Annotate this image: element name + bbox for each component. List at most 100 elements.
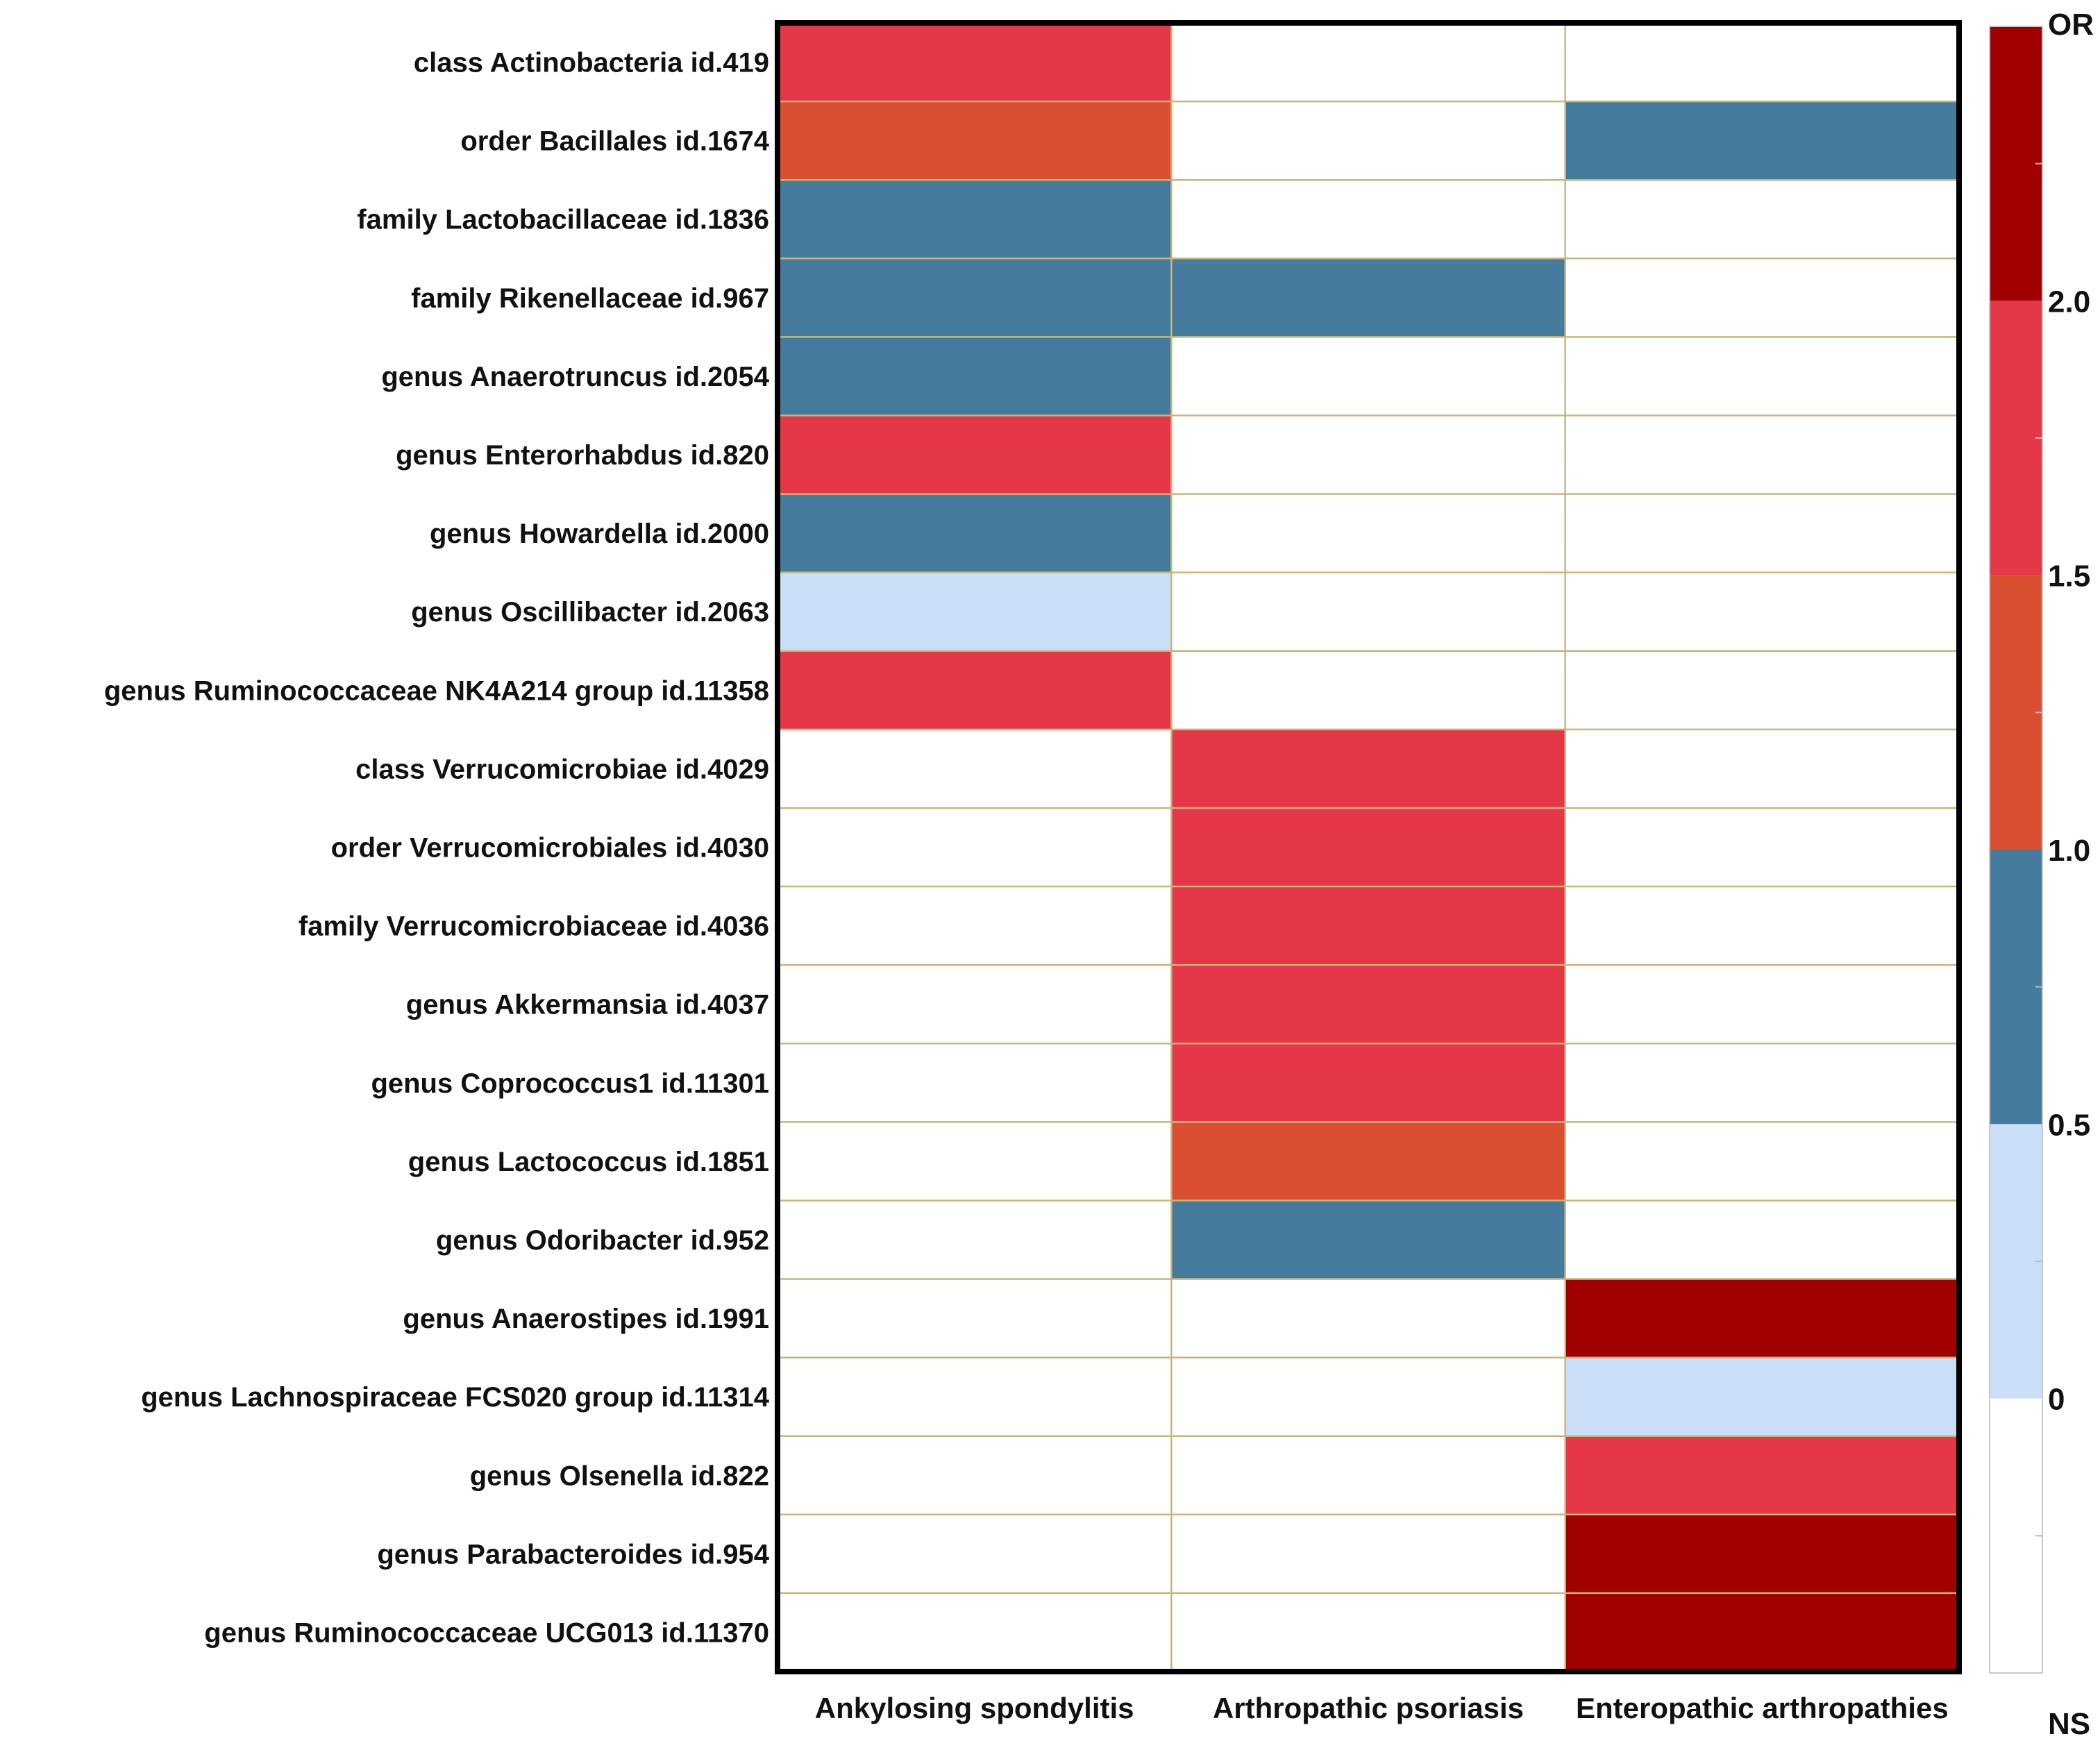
heatmap-cell [778, 886, 1172, 966]
row-label: genus Lactococcus id.1851 [408, 1147, 769, 1177]
heatmap-cell [1565, 572, 1959, 651]
row-label: order Bacillales id.1674 [460, 126, 769, 157]
heatmap-cell [1565, 494, 1959, 573]
row-label: genus Akkermansia id.4037 [406, 990, 769, 1020]
heatmap-cell [778, 180, 1172, 259]
heatmap-cell [1565, 650, 1959, 730]
heatmap-cell [1565, 180, 1959, 259]
heatmap-cell [1171, 650, 1565, 730]
row-label: genus Odoribacter id.952 [436, 1225, 769, 1256]
heatmap-frame [775, 20, 1962, 1674]
row-label: genus Olsenella id.822 [470, 1461, 769, 1491]
row-label: genus Parabacteroides id.954 [377, 1539, 769, 1570]
heatmap-cell [1565, 337, 1959, 416]
row-label: class Verrucomicrobiae id.4029 [355, 754, 769, 784]
legend-tick-label: 0.5 [2048, 1108, 2090, 1142]
row-label: genus Ruminococcaceae NK4A214 group id.1… [104, 675, 769, 706]
heatmap-grid [778, 23, 1959, 1672]
heatmap-cell [1171, 1514, 1565, 1593]
row-label: genus Enterorhabdus id.820 [396, 440, 769, 471]
heatmap-cell [1565, 1200, 1959, 1279]
heatmap-cell [1171, 494, 1565, 573]
heatmap-cell [778, 729, 1172, 808]
heatmap-cell [1171, 258, 1565, 337]
color-legend: 2.0 1.5 1.0 0.5 0 OR NS [1989, 8, 2094, 1741]
heatmap-cell [1171, 1200, 1565, 1279]
legend-color-bin [1990, 301, 2042, 575]
heatmap-cell [1171, 1436, 1565, 1515]
row-label: genus Anaerostipes id.1991 [403, 1304, 769, 1334]
row-label: class Actinobacteria id.419 [414, 48, 769, 78]
heatmap-cell [778, 650, 1172, 730]
heatmap-cell [1171, 1043, 1565, 1122]
heatmap-cell [778, 1043, 1172, 1122]
heatmap-cell [1171, 886, 1565, 966]
column-label: Arthropathic psoriasis [1213, 1692, 1524, 1724]
legend-frame [1989, 26, 2043, 1674]
heatmap-cell [778, 337, 1172, 416]
row-label: genus Oscillibacter id.2063 [411, 597, 769, 628]
row-label: family Lactobacillaceae id.1836 [357, 205, 769, 235]
heatmap-cell [1565, 729, 1959, 808]
legend-color-bin [1990, 1124, 2042, 1399]
row-label: family Verrucomicrobiaceae id.4036 [299, 911, 769, 942]
heatmap-cell [1171, 1279, 1565, 1358]
heatmap-cell [1171, 1357, 1565, 1436]
heatmap-cell [1171, 101, 1565, 180]
heatmap-cells [778, 23, 1959, 1672]
heatmap-cell [1565, 1279, 1959, 1358]
heatmap-cell [1171, 1122, 1565, 1201]
heatmap-cell [1171, 572, 1565, 651]
heatmap-cell [778, 1122, 1172, 1201]
heatmap-cell [1565, 1122, 1959, 1201]
legend-tick-label: 1.0 [2048, 834, 2090, 868]
heatmap-cell [778, 258, 1172, 337]
legend-color-bin [1990, 1398, 2042, 1673]
heatmap-cell [778, 807, 1172, 887]
heatmap-cell [1171, 415, 1565, 494]
legend-tick-label: 2.0 [2048, 285, 2090, 319]
heatmap-cell [1565, 1514, 1959, 1593]
legend-tick-label: 0 [2048, 1383, 2065, 1417]
heatmap-cell [1565, 1043, 1959, 1122]
column-label: Enteropathic arthropathies [1576, 1692, 1949, 1724]
heatmap-cell [778, 572, 1172, 651]
heatmap-cell [1171, 337, 1565, 416]
heatmap-cell [1171, 807, 1565, 887]
heatmap-cell [778, 101, 1172, 180]
row-label: genus Howardella id.2000 [430, 519, 769, 549]
heatmap-cell [1565, 1592, 1959, 1672]
heatmap-cell [1171, 965, 1565, 1044]
legend-color-bins [1990, 26, 2042, 1673]
heatmap-cell [1565, 1436, 1959, 1515]
legend-color-bin [1990, 850, 2042, 1125]
row-labels: class Actinobacteria id.419 order Bacilla… [104, 48, 770, 1649]
legend-ns-label: NS [2048, 1707, 2090, 1741]
heatmap-cell [1171, 1592, 1565, 1672]
heatmap-cell [778, 1436, 1172, 1515]
row-label: genus Anaerotruncus id.2054 [381, 362, 769, 392]
row-label: genus Ruminococcaceae UCG013 id.11370 [204, 1617, 769, 1648]
heatmap-cell [778, 965, 1172, 1044]
heatmap-cell [1171, 180, 1565, 259]
heatmap-cell [1565, 101, 1959, 180]
heatmap-cell [778, 1514, 1172, 1593]
legend-title: OR [2048, 8, 2094, 42]
heatmap-cell [1565, 1357, 1959, 1436]
legend-ticks: 2.0 1.5 1.0 0.5 0 [2035, 162, 2090, 1537]
row-label: family Rikenellaceae id.967 [411, 283, 769, 314]
row-label: order Verrucomicrobiales id.4030 [331, 833, 769, 864]
heatmap-cell [778, 415, 1172, 494]
heatmap-cell [778, 1357, 1172, 1436]
heatmap-cell [1565, 258, 1959, 337]
row-label: genus Lachnospiraceae FCS020 group id.11… [141, 1382, 770, 1413]
heatmap-cell [1565, 807, 1959, 887]
heatmap-cell [778, 23, 1172, 102]
heatmap-cell [1171, 23, 1565, 102]
heatmap-cell [1565, 23, 1959, 102]
heatmap-cell [778, 1200, 1172, 1279]
column-labels: Ankylosing spondylitis Arthropathic psori… [815, 1692, 1949, 1724]
heatmap-cell [1565, 886, 1959, 966]
heatmap-cell [778, 494, 1172, 573]
heatmap-cell [778, 1592, 1172, 1672]
